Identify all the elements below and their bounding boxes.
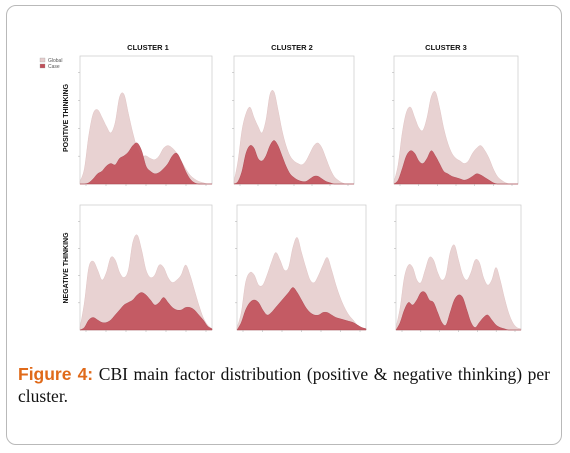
panel-negative-cluster-3: [394, 204, 522, 332]
series-case-area: [233, 140, 354, 185]
figure-frame: [6, 5, 562, 445]
figure-chart: CLUSTER 1 CLUSTER 2 CLUSTER 3 POSITIVE T…: [39, 43, 522, 332]
series-global-area: [236, 237, 367, 331]
series-global-area: [79, 234, 213, 331]
legend-swatch-global: [39, 57, 46, 63]
panel-negative-cluster-1: [78, 204, 213, 332]
series-case-area: [393, 150, 518, 185]
legend-label-case: Case: [48, 64, 60, 70]
row-label-negative-thinking: NEGATIVE THINKING: [63, 232, 70, 304]
series-case-area: [236, 287, 367, 331]
caption-text: CBI main factor distribution (positive &…: [18, 364, 550, 406]
legend-label-global: Global: [48, 58, 62, 64]
caption-label: Figure 4:: [18, 364, 94, 384]
series-case-area: [80, 142, 212, 185]
series-case-area: [79, 292, 213, 331]
panels: [78, 55, 522, 332]
row-label-positive-thinking: POSITIVE THINKING: [63, 83, 70, 152]
panel-positive-cluster-1: [78, 55, 213, 186]
legend: Global Case: [39, 57, 62, 70]
series-case-area: [395, 291, 521, 331]
column-title-cluster-2: CLUSTER 2: [271, 43, 313, 52]
column-title-cluster-1: CLUSTER 1: [127, 43, 169, 52]
figure-caption: Figure 4: CBI main factor distribution (…: [18, 363, 550, 407]
panel-positive-cluster-2: [232, 55, 355, 186]
legend-swatch-case: [39, 63, 46, 69]
panel-negative-cluster-2: [235, 204, 367, 332]
series-global-area: [393, 91, 518, 185]
panel-positive-cluster-3: [392, 55, 519, 186]
column-title-cluster-3: CLUSTER 3: [425, 43, 467, 52]
